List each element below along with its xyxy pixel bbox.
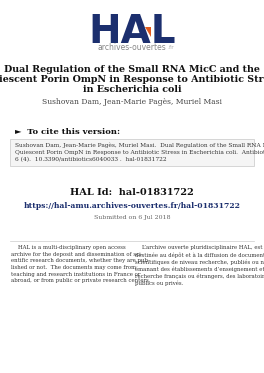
Text: HAL is a multi-disciplinary open access
archive for the deposit and disseminatio: HAL is a multi-disciplinary open access …	[11, 245, 150, 283]
Text: L’archive ouverte pluridisciplinaire HAL, est
destinée au dépôt et à la diffusio: L’archive ouverte pluridisciplinaire HAL…	[135, 245, 264, 286]
Text: HAL: HAL	[88, 13, 176, 51]
Text: Dual Regulation of the Small RNA MicC and the: Dual Regulation of the Small RNA MicC an…	[4, 65, 260, 73]
Text: https://hal-amu.archives-ouvertes.fr/hal-01831722: https://hal-amu.archives-ouvertes.fr/hal…	[23, 202, 241, 210]
Text: .fr: .fr	[168, 45, 175, 50]
Text: Submitted on 6 Jul 2018: Submitted on 6 Jul 2018	[94, 215, 170, 220]
Text: archives-ouvertes: archives-ouvertes	[98, 43, 166, 52]
Text: ►  To cite this version:: ► To cite this version:	[15, 128, 120, 137]
Text: Sushovan Dam, Jean-Marie Pagès, Muriel Masi: Sushovan Dam, Jean-Marie Pagès, Muriel M…	[42, 98, 222, 106]
Text: HAL Id:  hal-01831722: HAL Id: hal-01831722	[70, 188, 194, 197]
Text: Sushovan Dam, Jean-Marie Pagès, Muriel Masi.  Dual Regulation of the Small RNA M: Sushovan Dam, Jean-Marie Pagès, Muriel M…	[15, 143, 264, 162]
Text: Quiescent Porin OmpN in Response to Antibiotic Stress: Quiescent Porin OmpN in Response to Anti…	[0, 75, 264, 84]
Text: in Escherichia coli: in Escherichia coli	[83, 85, 181, 94]
